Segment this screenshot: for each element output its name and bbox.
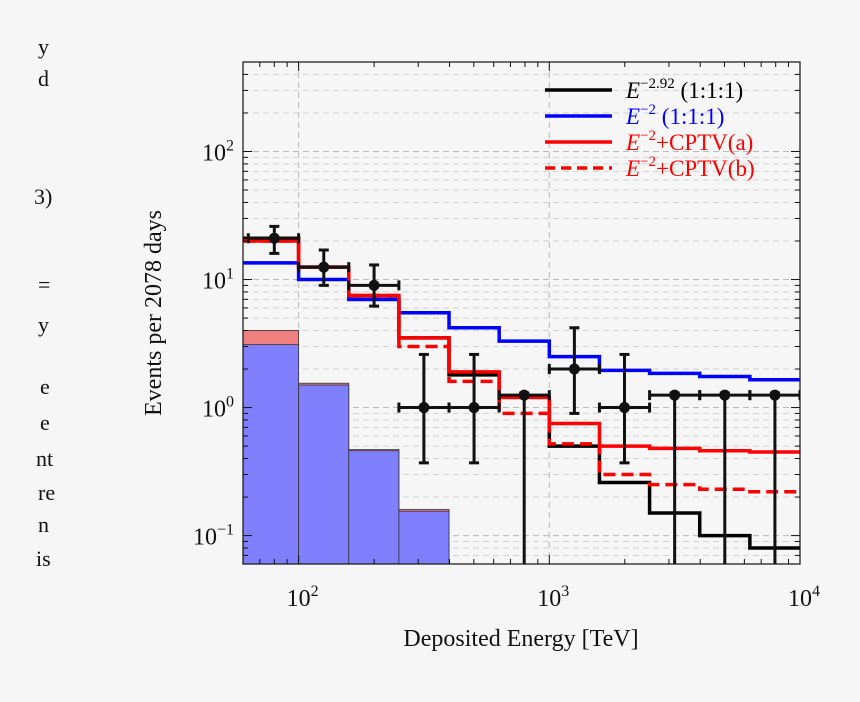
side-text-fragment: y <box>38 34 49 59</box>
y-tick-label: 10−1 <box>193 522 234 551</box>
side-text-fragment: y <box>38 312 49 337</box>
y-tick-label: 101 <box>202 266 234 295</box>
data-point <box>619 402 631 414</box>
y-tick-label: 102 <box>202 137 234 166</box>
legend-label: E−2+CPTV(a) <box>625 128 753 155</box>
side-text-fragment: e <box>40 374 50 399</box>
side-text-fragment: is <box>36 546 51 571</box>
data-point <box>518 389 530 401</box>
data-point <box>268 232 280 244</box>
data-point <box>368 279 380 291</box>
histogram-bar <box>398 510 450 564</box>
axis-ticks <box>242 61 800 565</box>
data-point <box>669 389 681 401</box>
x-axis-label: Deposited Energy [TeV] <box>403 626 638 652</box>
histogram-bar <box>348 450 400 564</box>
side-text-fragment: nt <box>36 446 54 471</box>
tick-labels: 102 103 104 10−1 100 101 102 <box>193 137 820 612</box>
data-point <box>318 261 330 273</box>
data-points <box>246 224 800 564</box>
filled-histograms <box>243 330 450 564</box>
legend-label: E−2.92 (1:1:1) <box>625 76 743 103</box>
side-text-fragment: e <box>40 410 50 435</box>
y-tick-label: 100 <box>202 394 234 423</box>
data-point <box>568 363 580 375</box>
data-point <box>719 389 731 401</box>
histogram-bar <box>243 344 300 564</box>
histogram-bar <box>298 384 350 564</box>
side-text-fragment: 3) <box>34 184 53 209</box>
side-text-fragment: re <box>38 480 56 505</box>
legend: E−2.92 (1:1:1)E−2 (1:1:1)E−2+CPTV(a)E−2+… <box>545 76 755 181</box>
data-point <box>769 389 781 401</box>
legend-label: E−2+CPTV(b) <box>625 154 755 181</box>
side-text-fragment: = <box>38 272 51 297</box>
x-tick-label: 103 <box>537 583 569 612</box>
x-tick-label: 102 <box>287 583 319 612</box>
plot-frame <box>242 61 801 565</box>
data-point <box>418 402 430 414</box>
side-text-fragment: d <box>38 66 49 91</box>
side-text-fragment: n <box>38 512 49 537</box>
x-tick-label: 104 <box>788 583 820 612</box>
y-axis-label: Events per 2078 days <box>141 210 167 416</box>
data-point <box>468 402 480 414</box>
legend-label: E−2 (1:1:1) <box>625 102 724 129</box>
